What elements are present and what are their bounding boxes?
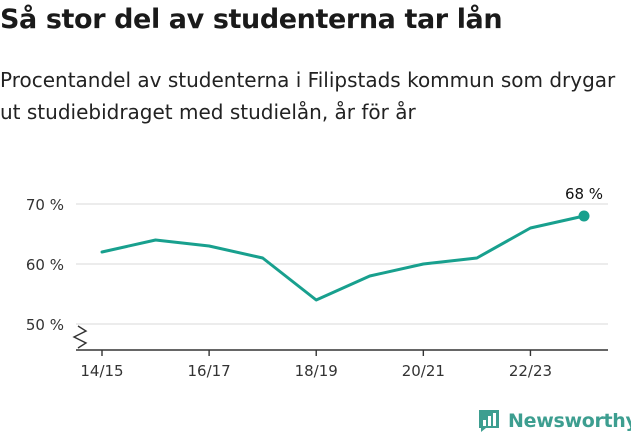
y-tick-label: 60 % xyxy=(26,256,64,274)
series-line xyxy=(100,214,586,302)
x-tick-label: 16/17 xyxy=(187,362,230,380)
x-tick-label: 20/21 xyxy=(402,362,445,380)
end-point-marker xyxy=(578,210,590,222)
y-tick-label: 50 % xyxy=(26,316,64,334)
end-value-label: 68 % xyxy=(565,185,603,203)
chart-subtitle: Procentandel av studenterna i Filipstads… xyxy=(0,68,616,124)
y-tick-label: 70 % xyxy=(26,196,64,214)
x-tick-label: 22/23 xyxy=(509,362,552,380)
brand-name: Newsworthy xyxy=(508,410,631,432)
x-axis: 14/15 16/17 18/19 20/21 22/23 xyxy=(72,325,608,380)
x-tick-label: 18/19 xyxy=(295,362,338,380)
axis-break-icon xyxy=(72,325,88,349)
y-axis-ticks: 50 % 60 % 70 % xyxy=(26,196,64,334)
gridlines xyxy=(76,203,608,325)
series xyxy=(100,210,590,302)
data-labels: 68 % xyxy=(565,185,603,203)
chart-title: Så stor del av studenterna tar lån xyxy=(0,4,503,35)
newsworthy-icon xyxy=(479,410,499,432)
newsworthy-logo: Newsworthy xyxy=(476,408,631,434)
x-tick-label: 14/15 xyxy=(80,362,123,380)
